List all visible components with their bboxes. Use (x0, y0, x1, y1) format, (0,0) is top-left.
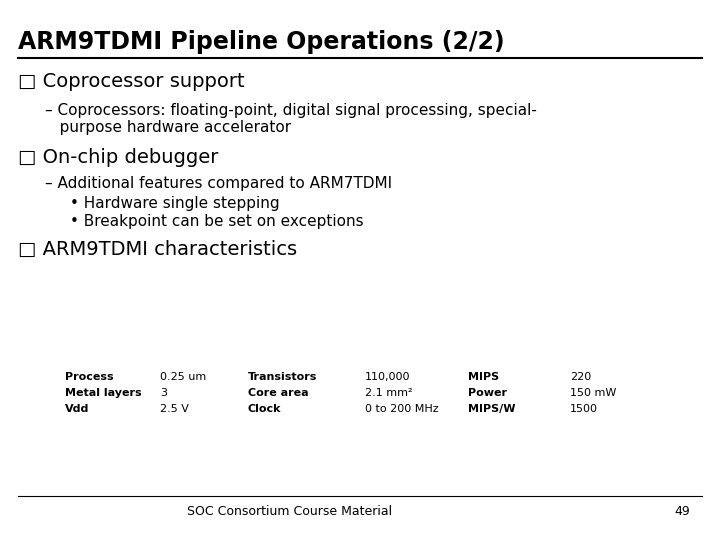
Text: Power: Power (468, 388, 507, 398)
Text: • Breakpoint can be set on exceptions: • Breakpoint can be set on exceptions (70, 214, 364, 229)
Text: – Additional features compared to ARM7TDMI: – Additional features compared to ARM7TD… (45, 176, 392, 191)
Text: 0 to 200 MHz: 0 to 200 MHz (365, 404, 438, 414)
Text: • Hardware single stepping: • Hardware single stepping (70, 196, 279, 211)
Text: 49: 49 (674, 505, 690, 518)
Text: Clock: Clock (248, 404, 282, 414)
Text: 110,000: 110,000 (365, 372, 410, 382)
Text: ARM9TDMI Pipeline Operations (2/2): ARM9TDMI Pipeline Operations (2/2) (18, 30, 505, 54)
Text: 0.25 um: 0.25 um (160, 372, 206, 382)
Text: □ ARM9TDMI characteristics: □ ARM9TDMI characteristics (18, 240, 297, 259)
Text: 150 mW: 150 mW (570, 388, 616, 398)
Text: □ On-chip debugger: □ On-chip debugger (18, 148, 218, 167)
Text: 220: 220 (570, 372, 591, 382)
Text: SOC Consortium Course Material: SOC Consortium Course Material (187, 505, 392, 518)
Text: Metal layers: Metal layers (65, 388, 142, 398)
Text: Process: Process (65, 372, 114, 382)
Text: 3: 3 (160, 388, 167, 398)
Text: 1500: 1500 (570, 404, 598, 414)
Text: Vdd: Vdd (65, 404, 89, 414)
Text: 2.5 V: 2.5 V (160, 404, 189, 414)
Text: 2.1 mm²: 2.1 mm² (365, 388, 413, 398)
Text: MIPS: MIPS (468, 372, 499, 382)
Text: Transistors: Transistors (248, 372, 318, 382)
Text: Core area: Core area (248, 388, 309, 398)
Text: MIPS/W: MIPS/W (468, 404, 516, 414)
Text: – Coprocessors: floating-point, digital signal processing, special-: – Coprocessors: floating-point, digital … (45, 103, 537, 118)
Text: purpose hardware accelerator: purpose hardware accelerator (45, 120, 291, 135)
Text: □ Coprocessor support: □ Coprocessor support (18, 72, 245, 91)
